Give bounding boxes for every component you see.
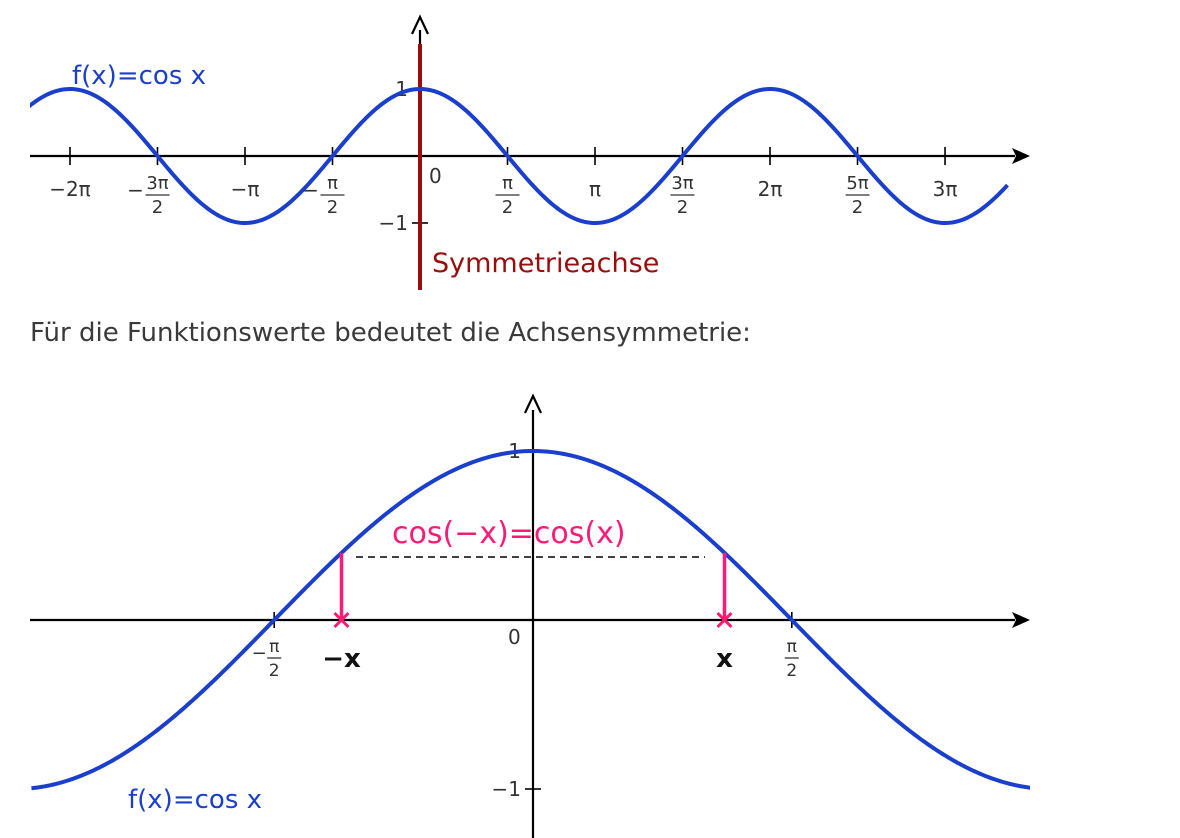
function-label: f(x)=cos x: [128, 785, 262, 815]
x-tick-label: −2π: [49, 177, 91, 201]
origin-label: 0: [429, 164, 442, 188]
x-tick-numerator: π: [269, 637, 279, 657]
point-label: x: [716, 644, 733, 674]
x-axis-arrow: [1012, 148, 1030, 164]
x-axis-arrow: [1012, 612, 1030, 628]
x-tick-denominator: 2: [502, 197, 513, 218]
x-tick-denominator: 2: [677, 197, 688, 218]
x-tick-numerator: π: [502, 173, 513, 194]
point-marker-cross: [333, 611, 350, 629]
cosine-function-values-chart: π2− π21−1 −x x cos(−x)=cos(x) f(x)=cos x 0: [30, 393, 1030, 838]
origin-label: 0: [508, 625, 521, 649]
x-tick-denominator: 2: [327, 197, 338, 218]
x-tick-denominator: 2: [852, 197, 863, 218]
caption-text: Für die Funktionswerte bedeutet die Achs…: [30, 318, 751, 348]
cosine-curve: [30, 87, 1009, 225]
x-tick-denominator: 2: [786, 661, 797, 681]
x-tick-sign: −: [127, 178, 144, 202]
y-tick-label: −1: [492, 777, 521, 801]
x-tick-label: 2π: [758, 177, 783, 201]
x-tick-numerator: π: [327, 173, 338, 194]
function-label: f(x)=cos x: [72, 61, 206, 91]
point-marker-cross: [716, 611, 733, 629]
x-tick-label: −π: [231, 177, 260, 201]
x-tick-label: π: [589, 177, 601, 201]
y-tick-label: −1: [379, 211, 408, 235]
x-tick-denominator: 2: [269, 661, 280, 681]
y-axis-arrow: [411, 14, 429, 35]
y-tick-label: 1: [395, 77, 408, 101]
y-axis-arrow: [524, 393, 542, 414]
x-tick-sign: −: [252, 643, 267, 664]
symmetry-axis-label: Symmetrieachse: [432, 248, 659, 279]
point-label: −x: [322, 644, 361, 674]
x-tick-numerator: 3π: [671, 173, 693, 194]
cosine-curve: [31, 449, 1030, 791]
equation-label: cos(−x)=cos(x): [392, 516, 626, 551]
x-tick-numerator: π: [787, 637, 797, 657]
x-tick-numerator: 5π: [846, 173, 868, 194]
x-tick-label: 3π: [933, 177, 958, 201]
x-tick-numerator: 3π: [146, 173, 168, 194]
x-tick-denominator: 2: [152, 197, 163, 218]
